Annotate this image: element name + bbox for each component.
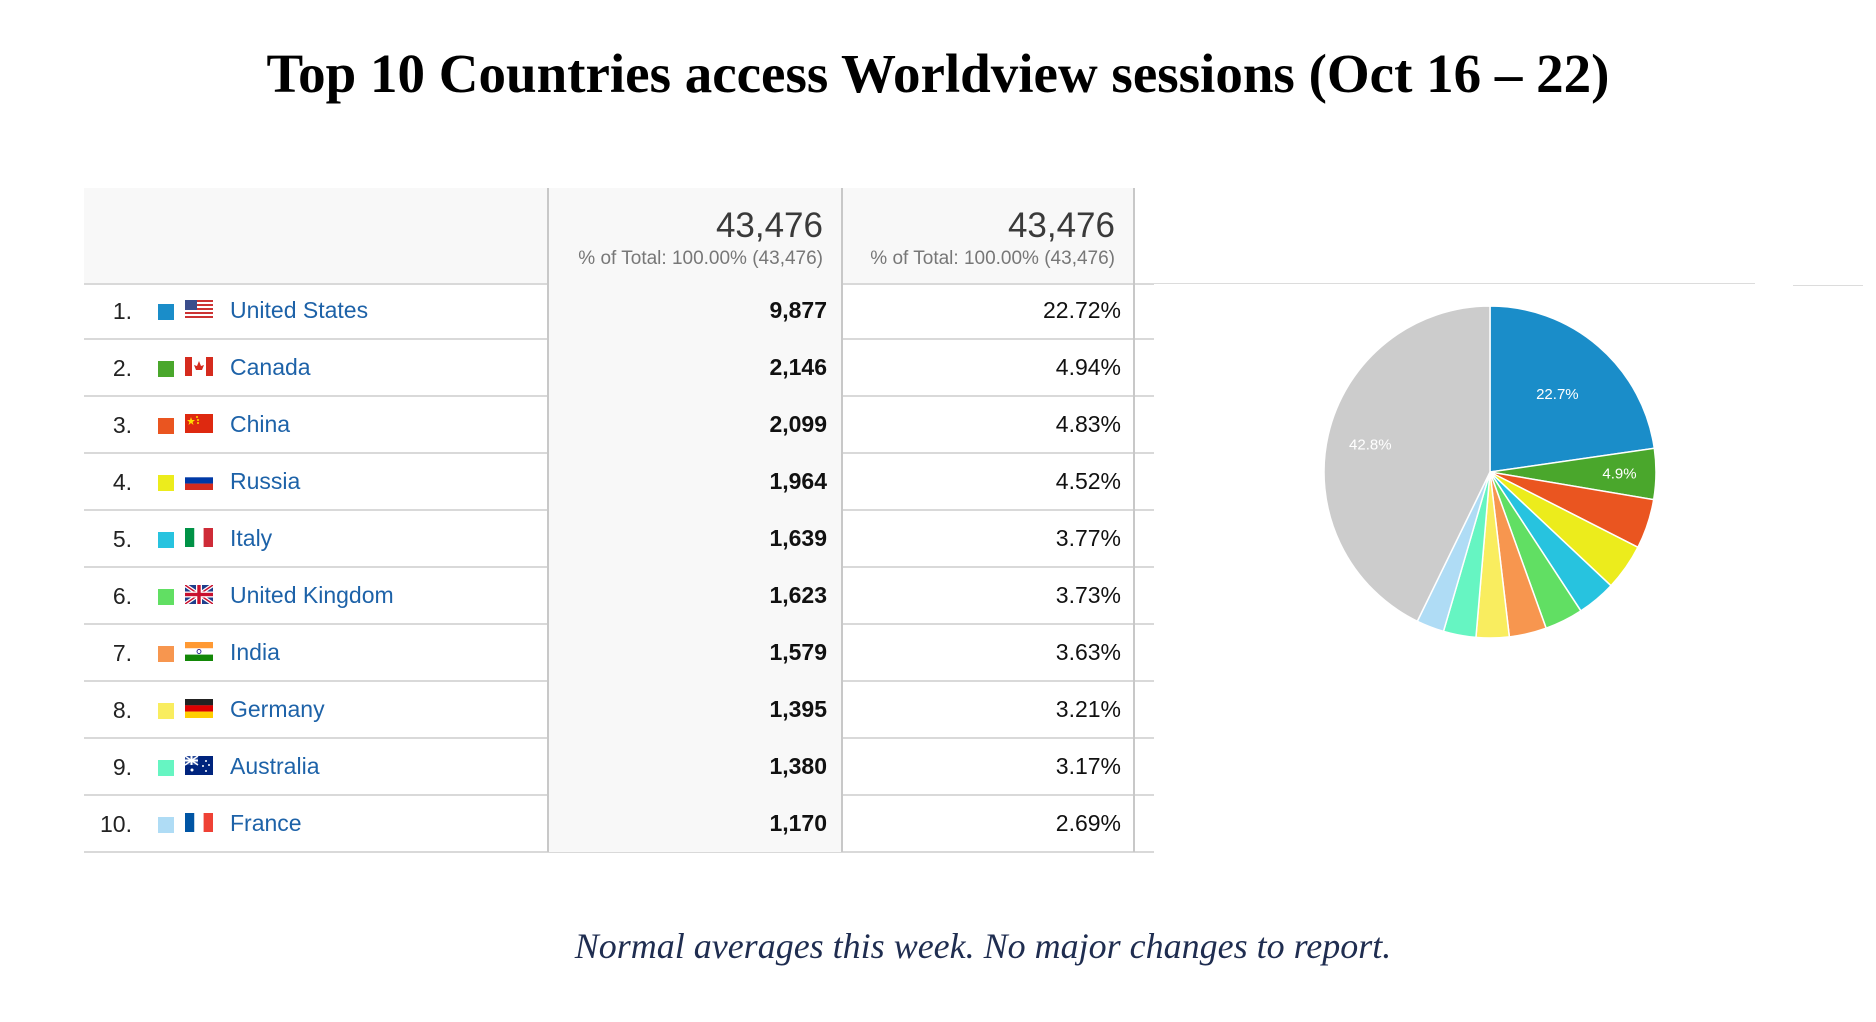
australia-flag-icon (185, 756, 213, 775)
uk-flag-icon (185, 585, 213, 604)
legend-swatch (158, 589, 174, 605)
legend-swatch (158, 532, 174, 548)
row-rank: 9. (112, 754, 132, 780)
sessions-cell: 1,623 (547, 567, 841, 624)
legend-swatch (158, 418, 174, 434)
percent-total-sub: % of Total: 100.00% (43,476) (870, 248, 1115, 269)
country-link[interactable]: Italy (230, 525, 273, 551)
sessions-cell: 1,639 (547, 510, 841, 567)
percent-cell: 2.69% (841, 795, 1135, 852)
percent-cell: 3.73% (841, 567, 1135, 624)
sessions-total: 43,476 (715, 206, 823, 245)
sessions-cell: 1,170 (547, 795, 841, 852)
row-rank: 5. (112, 526, 132, 552)
footer-note: Normal averages this week. No major chan… (574, 926, 1392, 966)
country-report-table: 43,476 % of Total: 100.00% (43,476) 43,4… (84, 188, 1154, 853)
percent-cell: 3.17% (841, 738, 1135, 795)
sessions-cell: 9,877 (547, 282, 841, 339)
table-row: 9. Australia 1,380 3.17% (84, 738, 1154, 796)
table-row: 10. France 1,170 2.69% (84, 795, 1154, 853)
table-row: 5. Italy 1,639 3.77% (84, 510, 1154, 568)
divider-line-short (1793, 285, 1863, 286)
country-link[interactable]: China (230, 411, 291, 437)
row-rank: 4. (112, 469, 132, 495)
china-flag-icon (185, 414, 213, 433)
row-rank: 6. (112, 583, 132, 609)
india-flag-icon (185, 642, 213, 661)
percent-total: 43,476 (1007, 206, 1115, 245)
sessions-column-header[interactable]: 43,476 % of Total: 100.00% (43,476) (547, 188, 841, 283)
sessions-cell: 2,146 (547, 339, 841, 396)
pie-slice[interactable] (1489, 305, 1656, 473)
percent-cell: 22.72% (841, 282, 1135, 339)
table-row: 8. Germany 1,395 3.21% (84, 681, 1154, 739)
legend-swatch (158, 817, 174, 833)
country-link[interactable]: Russia (230, 468, 301, 494)
legend-swatch (158, 760, 174, 776)
sessions-cell: 1,395 (547, 681, 841, 738)
russia-flag-icon (185, 471, 213, 490)
legend-swatch (158, 361, 174, 377)
sessions-pie-chart: 22.7% 4.9% 42.8% (1323, 305, 1657, 639)
row-rank: 10. (100, 811, 132, 837)
pie-data-label: 4.9% (1602, 466, 1636, 483)
percent-cell: 3.77% (841, 510, 1135, 567)
table-row: 4. Russia 1,964 4.52% (84, 453, 1154, 511)
canada-flag-icon (185, 357, 213, 376)
country-link[interactable]: United States (230, 297, 369, 323)
pie-data-label: 22.7% (1536, 386, 1579, 403)
percent-cell: 3.21% (841, 681, 1135, 738)
sessions-cell: 1,964 (547, 453, 841, 510)
table-row: 2. Canada 2,146 4.94% (84, 339, 1154, 397)
pie-data-label: 42.8% (1349, 436, 1392, 453)
percent-cell: 4.94% (841, 339, 1135, 396)
table-body: 1. United States 9,877 22.72% 2. Canada 2,146 4… (84, 282, 1154, 853)
table-header: 43,476 % of Total: 100.00% (43,476) 43,4… (84, 188, 1154, 285)
row-rank: 1. (112, 298, 132, 324)
germany-flag-icon (185, 699, 213, 718)
pie-slice[interactable] (1323, 305, 1491, 623)
sessions-cell: 1,579 (547, 624, 841, 681)
sessions-total-sub: % of Total: 100.00% (43,476) (578, 248, 823, 269)
percent-cell: 4.52% (841, 453, 1135, 510)
sessions-cell: 1,380 (547, 738, 841, 795)
country-link[interactable]: Australia (230, 753, 320, 779)
page-title: Top 10 Countries access Worldview sessio… (266, 43, 1610, 104)
france-flag-icon (185, 813, 213, 832)
row-rank: 8. (112, 697, 132, 723)
country-link[interactable]: United Kingdom (230, 582, 394, 608)
legend-swatch (158, 475, 174, 491)
table-row: 3. China 2,099 4.83% (84, 396, 1154, 454)
legend-swatch (158, 304, 174, 320)
table-row: 6. United Kingdom 1,623 3.73% (84, 567, 1154, 625)
country-link[interactable]: India (230, 639, 280, 665)
country-link[interactable]: Germany (230, 696, 325, 722)
country-link[interactable]: Canada (230, 354, 311, 380)
percent-cell: 3.63% (841, 624, 1135, 681)
italy-flag-icon (185, 528, 213, 547)
row-rank: 7. (112, 640, 132, 666)
sessions-cell: 2,099 (547, 396, 841, 453)
table-row: 1. United States 9,877 22.72% (84, 282, 1154, 340)
divider-line (1150, 283, 1755, 284)
table-row: 7. India 1,579 3.63% (84, 624, 1154, 682)
percent-column-header[interactable]: 43,476 % of Total: 100.00% (43,476) (841, 188, 1135, 283)
row-rank: 3. (112, 412, 132, 438)
row-rank: 2. (112, 355, 132, 381)
country-link[interactable]: France (230, 810, 302, 836)
percent-cell: 4.83% (841, 396, 1135, 453)
us-flag-icon (185, 300, 213, 319)
legend-swatch (158, 703, 174, 719)
header-blank-cell (84, 188, 547, 283)
legend-swatch (158, 646, 174, 662)
